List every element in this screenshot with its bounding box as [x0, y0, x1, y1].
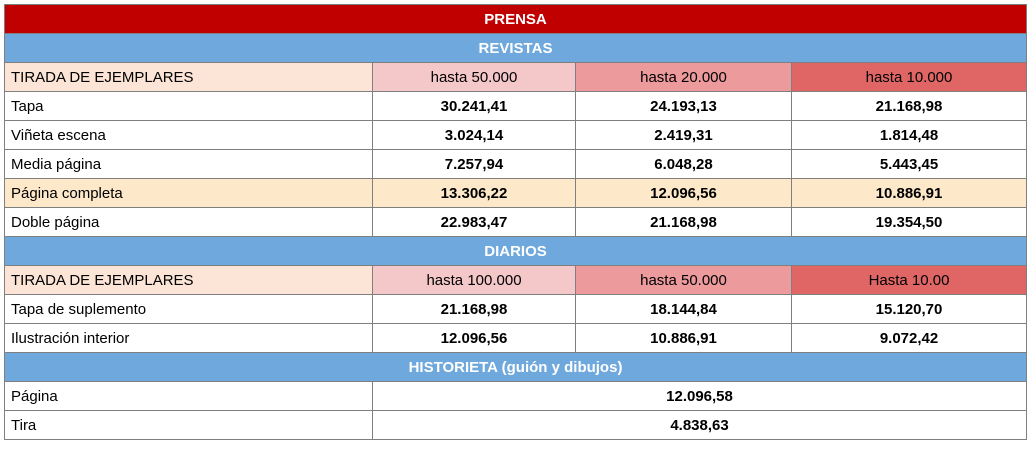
table-row: Media página 7.257,94 6.048,28 5.443,45: [4, 149, 1028, 179]
table-row: Tira 4.838,63: [4, 410, 1028, 440]
tirada-row-diarios: TIRADA DE EJEMPLARES hasta 100.000 hasta…: [4, 265, 1028, 295]
row-label: Página completa: [4, 178, 373, 208]
row-label: Viñeta escena: [4, 120, 373, 150]
price-cell: 12.096,56: [372, 323, 576, 353]
row-label: Ilustración interior: [4, 323, 373, 353]
price-cell: 2.419,31: [575, 120, 792, 150]
tier-header: hasta 20.000: [575, 62, 792, 92]
section-header-revistas: REVISTAS: [3, 33, 1028, 63]
row-label: Página: [4, 381, 373, 411]
table-row: Tapa de suplemento 21.168,98 18.144,84 1…: [4, 294, 1028, 324]
price-cell: 12.096,56: [575, 178, 792, 208]
section-header-historieta: HISTORIETA (guión y dibujos): [3, 352, 1028, 382]
table-row: Viñeta escena 3.024,14 2.419,31 1.814,48: [4, 120, 1028, 150]
tirada-label: TIRADA DE EJEMPLARES: [4, 62, 373, 92]
price-cell: 10.886,91: [575, 323, 792, 353]
price-cell: 10.886,91: [790, 178, 1028, 208]
price-cell: 9.072,42: [790, 323, 1028, 353]
price-cell: 19.354,50: [790, 207, 1028, 237]
section-header-diarios: DIARIOS: [3, 236, 1028, 266]
table-row: Ilustración interior 12.096,56 10.886,91…: [4, 323, 1028, 353]
price-cell: 21.168,98: [372, 294, 576, 324]
price-cell: 21.168,98: [790, 91, 1028, 121]
tier-header: hasta 10.000: [790, 62, 1028, 92]
tier-header: hasta 50.000: [575, 265, 792, 295]
table-row-highlighted: Página completa 13.306,22 12.096,56 10.8…: [4, 178, 1028, 208]
price-cell: 18.144,84: [575, 294, 792, 324]
price-cell: 21.168,98: [575, 207, 792, 237]
row-label: Doble página: [4, 207, 373, 237]
price-cell: 13.306,22: [372, 178, 576, 208]
price-cell: 1.814,48: [790, 120, 1028, 150]
tirada-row-revistas: TIRADA DE EJEMPLARES hasta 50.000 hasta …: [4, 62, 1028, 92]
row-label: Tapa: [4, 91, 373, 121]
price-cell: 12.096,58: [371, 381, 1028, 411]
tier-header: Hasta 10.00: [790, 265, 1028, 295]
price-cell: 4.838,63: [371, 410, 1028, 440]
table-row: Tapa 30.241,41 24.193,13 21.168,98: [4, 91, 1028, 121]
price-cell: 7.257,94: [372, 149, 576, 179]
tier-header: hasta 100.000: [372, 265, 576, 295]
price-cell: 5.443,45: [790, 149, 1028, 179]
tier-header: hasta 50.000: [372, 62, 576, 92]
row-label: Media página: [4, 149, 373, 179]
table-row: Doble página 22.983,47 21.168,98 19.354,…: [4, 207, 1028, 237]
price-cell: 22.983,47: [372, 207, 576, 237]
table-row: Página 12.096,58: [4, 381, 1028, 411]
price-cell: 24.193,13: [575, 91, 792, 121]
prensa-price-table: PRENSA REVISTAS TIRADA DE EJEMPLARES has…: [3, 4, 1028, 440]
tirada-label: TIRADA DE EJEMPLARES: [4, 265, 373, 295]
row-label: Tapa de suplemento: [4, 294, 373, 324]
table-title: PRENSA: [3, 4, 1028, 34]
price-cell: 15.120,70: [790, 294, 1028, 324]
price-cell: 30.241,41: [372, 91, 576, 121]
row-label: Tira: [4, 410, 373, 440]
price-cell: 6.048,28: [575, 149, 792, 179]
price-cell: 3.024,14: [372, 120, 576, 150]
